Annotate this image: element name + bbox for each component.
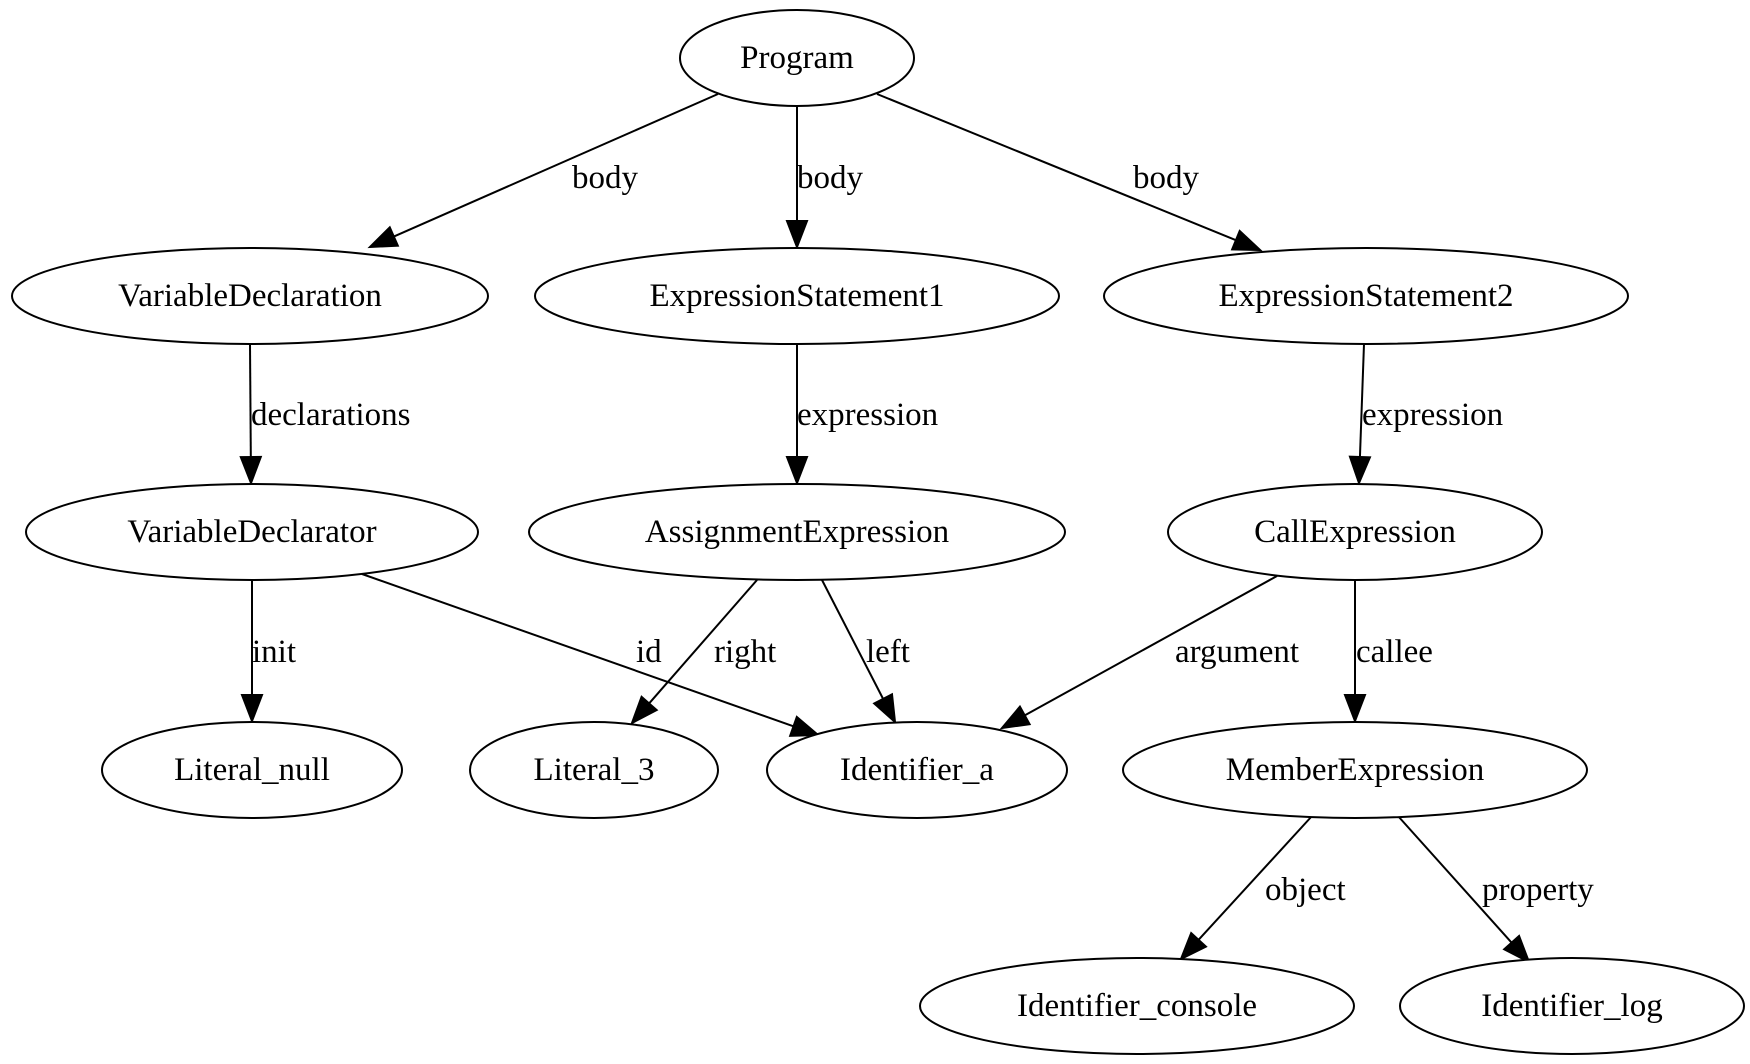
arrowhead-icon	[785, 456, 809, 486]
edge-exprstmt2-to-callexpr: expression	[1348, 343, 1503, 486]
edge-label: object	[1265, 872, 1346, 908]
node-ellipse	[766, 721, 1068, 819]
edge-label: init	[252, 634, 296, 670]
node-label: Identifier_a	[840, 752, 994, 788]
arrowhead-icon	[872, 692, 897, 725]
edge-line	[361, 573, 794, 728]
node-ellipse	[919, 957, 1355, 1055]
arrowhead-icon	[1348, 455, 1372, 486]
node-ellipse	[101, 721, 403, 819]
edge-line	[393, 93, 719, 238]
arrowhead-icon	[1179, 931, 1208, 962]
edge-label: left	[866, 634, 910, 670]
arrowhead-icon	[367, 225, 400, 249]
edge-vardeclarator-to-literal_null: init	[240, 580, 296, 724]
node-ellipse	[679, 9, 915, 107]
node-label: ExpressionStatement2	[1218, 278, 1513, 314]
edge-memberexpr-to-identifier_console: object	[1179, 815, 1346, 962]
node-vardeclarator: VariableDeclarator	[25, 483, 479, 581]
arrowhead-icon	[1343, 694, 1367, 724]
edge-vardeclarator-to-identifier_a: id	[361, 573, 821, 737]
node-identifier_console: Identifier_console	[919, 957, 1355, 1055]
arrowhead-icon	[1502, 934, 1531, 965]
node-exprstmt1: ExpressionStatement1	[534, 247, 1060, 345]
edge-exprstmt1-to-assignexpr: expression	[785, 344, 938, 486]
node-callexpr: CallExpression	[1167, 483, 1543, 581]
node-ellipse	[528, 483, 1066, 581]
node-ellipse	[1103, 247, 1629, 345]
node-label: Literal_3	[534, 752, 655, 788]
edges-layer: body body body declarations expression expres…	[239, 93, 1594, 965]
edge-line	[876, 93, 1237, 242]
arrowhead-icon	[630, 695, 659, 726]
node-identifier_log: Identifier_log	[1399, 957, 1745, 1055]
arrowhead-icon	[788, 715, 821, 737]
node-literal_3: Literal_3	[469, 721, 719, 819]
node-label: Literal_null	[174, 752, 330, 788]
node-ellipse	[1167, 483, 1543, 581]
node-label: Identifier_log	[1481, 988, 1662, 1024]
edge-memberexpr-to-identifier_log: property	[1397, 815, 1594, 965]
edge-label: expression	[1362, 397, 1503, 433]
node-ellipse	[1122, 721, 1588, 819]
edge-label: expression	[797, 397, 938, 433]
node-ellipse	[469, 721, 719, 819]
edge-label: id	[636, 634, 662, 670]
edge-line	[1358, 343, 1365, 458]
node-label: ExpressionStatement1	[649, 278, 944, 314]
edge-label: body	[572, 160, 639, 196]
node-ellipse	[534, 247, 1060, 345]
edge-label: declarations	[251, 397, 410, 433]
edge-line	[1024, 575, 1278, 717]
edge-callexpr-to-identifier_a: argument	[999, 575, 1299, 730]
node-ellipse	[11, 247, 489, 345]
edge-line	[821, 579, 885, 700]
edge-line	[249, 343, 252, 458]
node-memberexpr: MemberExpression	[1122, 721, 1588, 819]
arrowhead-icon	[785, 220, 809, 250]
node-label: Program	[740, 40, 854, 76]
node-label: Identifier_console	[1017, 988, 1257, 1024]
node-label: MemberExpression	[1226, 752, 1484, 788]
edge-program-to-exprstmt2: body	[876, 93, 1263, 252]
arrowhead-icon	[1230, 229, 1263, 252]
node-exprstmt2: ExpressionStatement2	[1103, 247, 1629, 345]
edge-vardecl-to-vardeclarator: declarations	[239, 343, 410, 486]
arrowhead-icon	[239, 455, 263, 486]
node-label: VariableDeclarator	[127, 514, 376, 550]
nodes-layer: Program VariableDeclaration ExpressionStat…	[11, 9, 1745, 1055]
edge-label: argument	[1175, 634, 1299, 670]
edge-label: right	[714, 634, 776, 670]
node-vardecl: VariableDeclaration	[11, 247, 489, 345]
edge-assignexpr-to-literal_3: right	[630, 579, 776, 726]
edge-label: callee	[1356, 634, 1433, 670]
arrowhead-icon	[240, 694, 264, 724]
edge-label: body	[797, 160, 864, 196]
node-assignexpr: AssignmentExpression	[528, 483, 1066, 581]
edge-line	[1397, 815, 1513, 944]
node-literal_null: Literal_null	[101, 721, 403, 819]
edge-line	[648, 579, 758, 705]
edge-assignexpr-to-identifier_a: left	[821, 579, 910, 725]
edge-line	[1197, 815, 1313, 941]
edge-program-to-exprstmt1: body	[785, 106, 864, 250]
node-ellipse	[1399, 957, 1745, 1055]
node-label: VariableDeclaration	[118, 278, 382, 314]
node-ellipse	[25, 483, 479, 581]
node-identifier_a: Identifier_a	[766, 721, 1068, 819]
node-label: AssignmentExpression	[645, 514, 949, 550]
edge-label: body	[1133, 160, 1200, 196]
node-program: Program	[679, 9, 915, 107]
node-label: CallExpression	[1254, 514, 1456, 550]
edge-program-to-vardecl: body	[367, 93, 719, 249]
edge-label: property	[1482, 872, 1594, 908]
edge-callexpr-to-memberexpr: callee	[1343, 580, 1433, 724]
arrowhead-icon	[999, 704, 1032, 730]
